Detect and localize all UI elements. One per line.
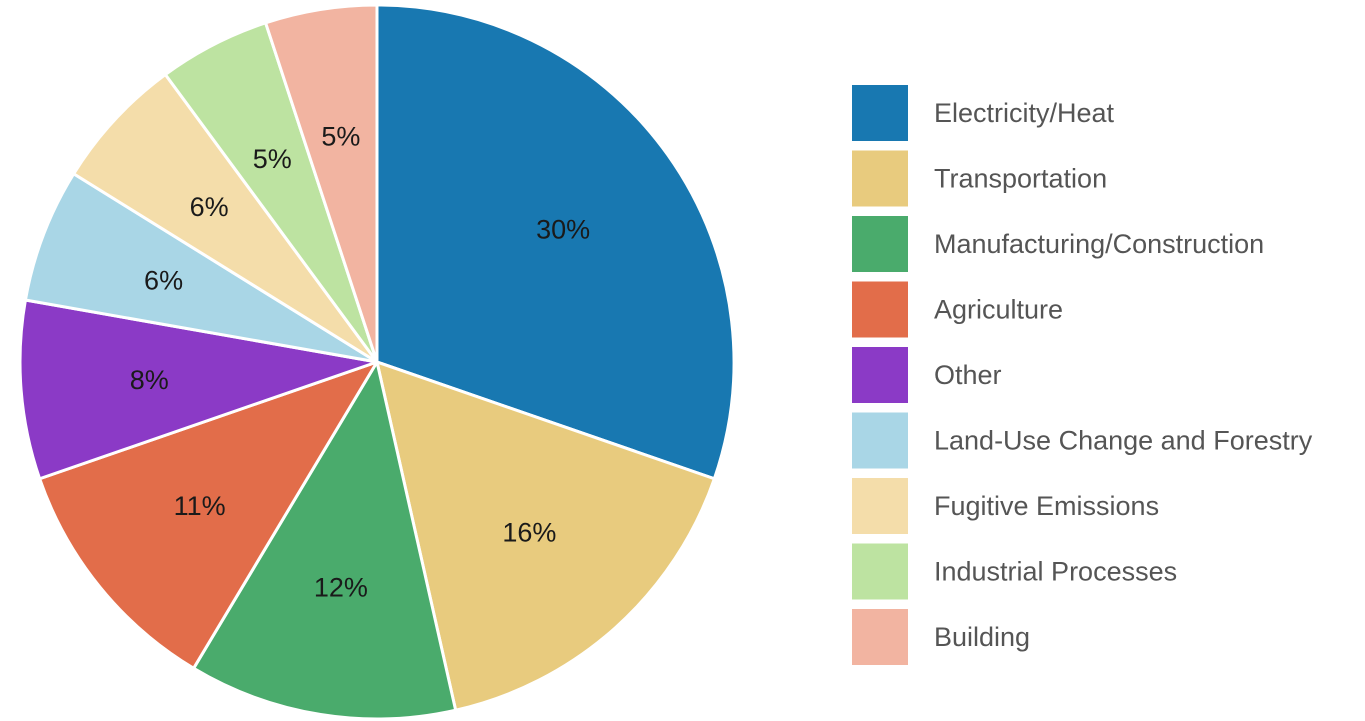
slice-label-manufacturing-construction: 12% (314, 573, 368, 603)
pie-slice-fugitive-emissions (72, 73, 379, 364)
legend-label-agriculture: Agriculture (934, 295, 1063, 325)
pie-slice-land-use-change-and-forestry (23, 172, 379, 364)
legend-swatch-fugitive-emissions (852, 478, 908, 534)
pie-slice-building (264, 3, 379, 364)
pie-slice-other (18, 298, 379, 481)
slice-label-agriculture: 11% (174, 491, 226, 521)
slice-label-building: 5% (321, 121, 360, 151)
legend-label-building: Building (934, 622, 1030, 652)
legend-label-industrial-processes: Industrial Processes (934, 557, 1177, 587)
legend-swatch-electricity-heat (852, 85, 908, 141)
legend-swatch-building (852, 609, 908, 665)
legend-swatch-manufacturing-construction (852, 216, 908, 272)
pie-slice-labels: 30% 16% 12% 11% 8% 6% 6% 5% 5% (130, 121, 590, 602)
legend-label-other: Other (934, 360, 1002, 390)
legend: Electricity/Heat Transportation Manufactur… (852, 85, 1313, 665)
slice-label-land-use-change-and-forestry: 6% (144, 265, 183, 295)
slice-label-fugitive-emissions: 6% (190, 192, 229, 222)
legend-label-transportation: Transportation (934, 164, 1107, 194)
pie-slice-manufacturing-construction (192, 360, 458, 721)
legend-swatch-industrial-processes (852, 543, 908, 600)
pie-slice-electricity-heat (375, 3, 736, 481)
legend-label-fugitive-emissions: Fugitive Emissions (934, 491, 1159, 521)
legend-label-land-use-change-and-forestry: Land-Use Change and Forestry (934, 426, 1313, 456)
legend-swatch-land-use-change-and-forestry (852, 412, 908, 469)
slice-label-transportation: 16% (502, 517, 556, 547)
legend-swatch-other (852, 347, 908, 403)
slice-label-other: 8% (130, 365, 169, 395)
pie-slices (18, 3, 736, 721)
legend-swatch-transportation (852, 150, 908, 207)
legend-label-manufacturing-construction: Manufacturing/Construction (934, 229, 1264, 259)
slice-label-electricity-heat: 30% (536, 214, 590, 244)
pie-slice-transportation (375, 360, 716, 712)
pie-slice-agriculture (38, 360, 379, 670)
legend-label-electricity-heat: Electricity/Heat (934, 98, 1115, 128)
legend-swatch-agriculture (852, 281, 908, 338)
slice-label-industrial-processes: 5% (253, 144, 292, 174)
